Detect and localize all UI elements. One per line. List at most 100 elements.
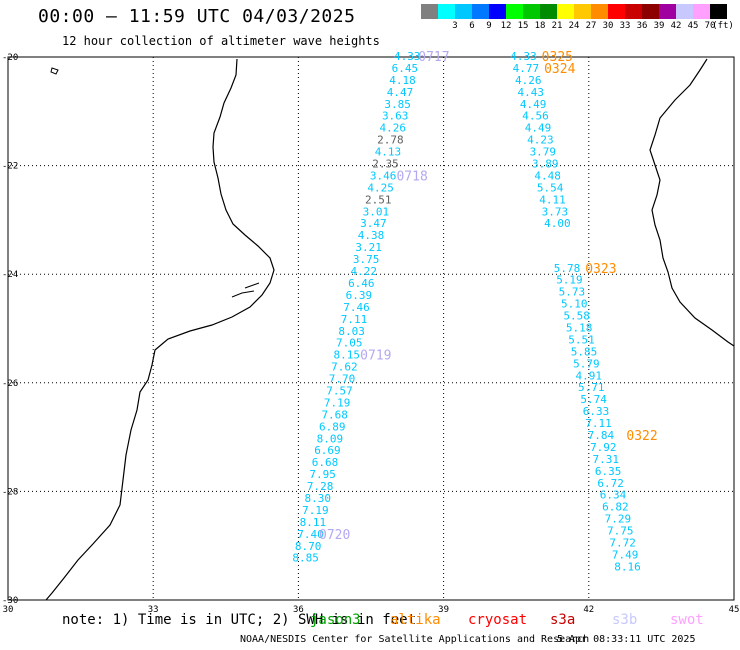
wave-height-value: 4.48	[534, 169, 561, 182]
credit-text: NOAA/NESDIS Center for Satellite Applica…	[240, 634, 590, 645]
pass-time-label: 0718	[396, 169, 427, 184]
pass-time-label: 0324	[544, 62, 575, 77]
wave-height-value: 7.49	[612, 548, 639, 561]
wave-height-value: 3.63	[382, 110, 409, 123]
legend-label: 24	[568, 21, 580, 31]
wave-height-value: 7.28	[307, 480, 334, 493]
generated-timestamp: 5 Apr 08:33:11 UTC 2025	[557, 634, 696, 645]
legend-label: 33	[619, 21, 631, 31]
wave-height-value: 3.79	[530, 146, 557, 159]
satellite-legend-item: jason3	[310, 612, 361, 628]
wave-height-value: 5.78	[554, 262, 581, 275]
lat-tick-label: -30	[2, 596, 18, 606]
wave-height-value: 8.03	[338, 325, 365, 338]
legend-label: 36	[636, 21, 648, 31]
legend-swatch	[455, 4, 472, 19]
wave-height-value: 3.75	[353, 253, 380, 266]
wave-height-value: 7.11	[341, 313, 368, 326]
wave-height-value: 6.35	[595, 465, 622, 478]
wave-height-value: 8.85	[292, 552, 319, 565]
legend-swatch	[591, 4, 608, 19]
wave-height-value: 4.13	[375, 146, 402, 159]
wave-height-value: 4.26	[380, 122, 407, 135]
map-title: 00:00 – 11:59 UTC 04/03/2025	[38, 6, 356, 27]
pass-time-label: 0322	[626, 429, 657, 444]
wave-height-value: 8.16	[614, 560, 641, 573]
pass-time-label: 0717	[418, 50, 449, 65]
wave-height-value: 8.11	[300, 516, 327, 529]
wave-height-value: 8.70	[295, 540, 322, 553]
wave-height-value: 3.47	[360, 217, 387, 230]
wave-height-value: 4.43	[517, 86, 544, 99]
wave-height-value: 6.69	[314, 444, 341, 457]
wave-height-value: 6.82	[602, 501, 629, 514]
wave-height-value: 7.40	[297, 528, 324, 541]
legend-label: 9	[486, 21, 492, 31]
pass-time-label: 0325	[542, 50, 573, 65]
wave-height-value: 4.77	[513, 62, 540, 75]
wave-height-value: 5.85	[571, 345, 598, 358]
satellite-legend-item: altika	[390, 612, 441, 628]
wave-height-value: 6.46	[348, 277, 375, 290]
wave-height-value: 4.18	[389, 74, 416, 87]
wave-height-value: 3.46	[370, 169, 397, 182]
satellite-legend-item: s3b	[612, 612, 638, 628]
pass-time-label: 0323	[585, 262, 616, 277]
wave-height-value: 4.56	[522, 110, 549, 123]
wave-height-value: 7.70	[329, 373, 356, 386]
legend-label: 21	[551, 21, 563, 31]
lon-tick-label: 45	[729, 605, 740, 615]
legend-label: 70	[704, 21, 716, 31]
color-legend	[421, 4, 727, 19]
wave-height-value: 2.35	[372, 158, 399, 171]
legend-swatch	[421, 4, 438, 19]
madagascar-coastline	[649, 58, 735, 347]
wave-height-value: 4.49	[525, 122, 552, 135]
satellite-legend-item: swot	[670, 612, 704, 628]
wave-height-value: 8.09	[317, 432, 344, 445]
wave-height-value: 7.92	[590, 441, 617, 454]
footnote: note: 1) Time is in UTC; 2) SWH is in fe…	[62, 612, 417, 628]
map-subtitle: 12 hour collection of altimeter wave hei…	[62, 34, 380, 48]
wave-height-value: 5.71	[578, 381, 605, 394]
wave-height-value: 7.68	[321, 408, 348, 421]
lat-tick-label: -26	[2, 379, 18, 389]
legend-swatches	[421, 4, 727, 19]
legend-swatch	[438, 4, 455, 19]
wave-height-value: 6.45	[392, 62, 419, 75]
wave-height-value: 6.39	[346, 289, 373, 302]
legend-unit: (ft)	[712, 21, 734, 31]
wave-height-value: 7.57	[326, 384, 353, 397]
wave-height-value: 7.19	[324, 396, 351, 409]
wave-height-value: 7.29	[605, 513, 632, 526]
pass-time-label: 0719	[360, 349, 391, 364]
legend-label: 45	[687, 21, 699, 31]
wave-height-value: 3.73	[542, 205, 569, 218]
legend-label: 15	[517, 21, 529, 31]
legend-label: 3	[452, 21, 458, 31]
wave-height-value: 5.19	[556, 274, 583, 287]
lon-tick-label: 33	[148, 605, 159, 615]
wave-height-value: 7.19	[302, 504, 329, 517]
wave-height-value: 6.72	[597, 477, 624, 490]
wave-height-value: 7.72	[609, 537, 636, 550]
lake-outline	[231, 282, 260, 298]
wave-height-value: 5.10	[561, 298, 588, 311]
wave-height-value: 3.85	[384, 98, 411, 111]
legend-swatch	[642, 4, 659, 19]
africa-coastline	[45, 58, 275, 601]
wave-height-value: 8.15	[334, 349, 361, 362]
pass-time-label: 0720	[319, 528, 350, 543]
legend-label: 39	[653, 21, 665, 31]
legend-label: 18	[534, 21, 546, 31]
map-frame	[7, 56, 735, 601]
wave-height-value: 2.51	[365, 193, 392, 206]
lat-tick-label: -28	[2, 487, 18, 497]
wave-height-value: 5.18	[566, 322, 593, 335]
wave-height-value: 4.33	[510, 50, 537, 63]
legend-swatch	[506, 4, 523, 19]
legend-swatch	[523, 4, 540, 19]
legend-swatch	[659, 4, 676, 19]
wave-height-value: 4.00	[544, 217, 571, 230]
